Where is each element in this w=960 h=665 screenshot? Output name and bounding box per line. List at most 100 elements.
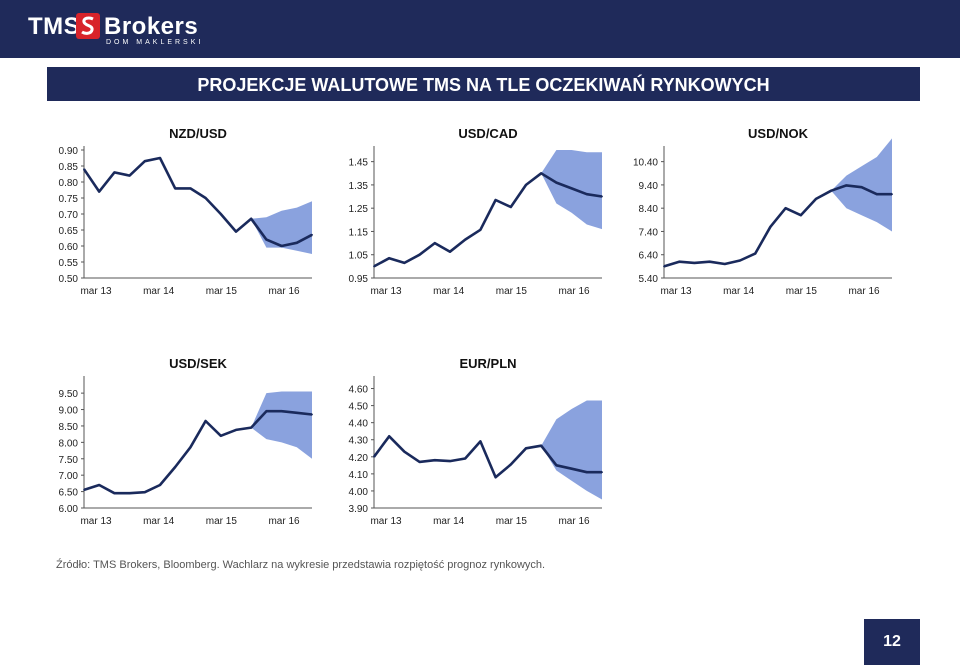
x-tick-label: mar 13 bbox=[370, 516, 402, 527]
data-point bbox=[540, 172, 543, 175]
data-point bbox=[250, 217, 253, 220]
data-point bbox=[449, 250, 451, 253]
data-point bbox=[494, 199, 497, 201]
y-tick-label: 6.50 bbox=[59, 488, 79, 499]
data-point bbox=[525, 447, 527, 450]
data-point bbox=[479, 228, 482, 231]
data-point bbox=[799, 214, 802, 217]
y-tick-label: 7.40 bbox=[639, 227, 659, 238]
data-point bbox=[875, 193, 878, 196]
data-point bbox=[601, 195, 603, 198]
data-point bbox=[845, 184, 848, 187]
x-tick-label: mar 14 bbox=[143, 516, 175, 527]
x-tick-label: mar 15 bbox=[206, 286, 238, 297]
y-tick-label: 0.60 bbox=[59, 242, 79, 253]
data-point bbox=[830, 189, 833, 192]
y-tick-label: 3.90 bbox=[349, 504, 369, 515]
y-tick-label: 4.60 bbox=[349, 385, 369, 396]
y-tick-label: 1.25 bbox=[349, 204, 369, 215]
data-point bbox=[373, 455, 375, 458]
y-tick-label: 4.30 bbox=[349, 436, 369, 447]
data-point bbox=[739, 259, 741, 262]
y-tick-label: 4.10 bbox=[349, 470, 369, 481]
forecast-range-band bbox=[251, 391, 312, 459]
data-point bbox=[509, 463, 512, 466]
data-point bbox=[295, 411, 298, 414]
x-tick-label: mar 15 bbox=[496, 516, 528, 527]
x-tick-label: mar 15 bbox=[496, 286, 528, 297]
logo-tms-text: TMS bbox=[28, 13, 81, 40]
data-point bbox=[464, 238, 467, 241]
data-point bbox=[403, 262, 406, 264]
data-point bbox=[815, 198, 817, 200]
data-point bbox=[159, 157, 161, 159]
y-tick-label: 5.40 bbox=[639, 274, 659, 285]
data-point bbox=[311, 413, 313, 416]
data-point bbox=[250, 426, 253, 429]
chart-usd-cad: USD/CAD 0.95 1.05 1.15 1.25 1.35 1.45 mar 13 mar… bbox=[349, 126, 603, 297]
x-tick-label: mar 14 bbox=[433, 516, 465, 527]
data-point bbox=[754, 252, 757, 255]
x-tick-label: mar 13 bbox=[80, 286, 112, 297]
chart-title: USD/SEK bbox=[169, 356, 227, 371]
y-tick-label: 10.40 bbox=[633, 158, 658, 169]
data-point bbox=[540, 444, 543, 447]
data-point bbox=[295, 241, 298, 244]
data-point bbox=[403, 450, 406, 453]
x-tick-label: mar 13 bbox=[370, 286, 402, 297]
data-point bbox=[235, 230, 237, 233]
x-tick-label: mar 14 bbox=[143, 286, 175, 297]
data-point bbox=[280, 410, 283, 413]
top-banner: TMS Brokers DOM MAKLERSKI bbox=[0, 0, 960, 58]
y-tick-label: 4.40 bbox=[349, 419, 369, 430]
data-point bbox=[693, 262, 696, 264]
series-line bbox=[82, 156, 313, 248]
x-tick-label: mar 14 bbox=[433, 286, 465, 297]
data-point bbox=[388, 257, 391, 260]
y-tick-label: 4.20 bbox=[349, 453, 369, 464]
data-point bbox=[555, 181, 558, 184]
x-tick-label: mar 16 bbox=[558, 516, 590, 527]
y-tick-label: 1.05 bbox=[349, 251, 369, 262]
data-point bbox=[174, 466, 177, 468]
x-tick-label: mar 15 bbox=[786, 286, 818, 297]
data-point bbox=[204, 197, 207, 199]
x-tick-label: mar 16 bbox=[268, 286, 300, 297]
data-point bbox=[479, 440, 482, 443]
page-number: 12 bbox=[883, 633, 901, 650]
source-note: Źródło: TMS Brokers, Bloomberg. Wachlarz… bbox=[56, 559, 546, 571]
forecast-range-band bbox=[541, 400, 602, 500]
data-point bbox=[265, 238, 268, 241]
data-point bbox=[219, 213, 222, 215]
x-tick-label: mar 13 bbox=[80, 516, 112, 527]
y-tick-label: 9.50 bbox=[59, 389, 79, 400]
y-tick-label: 8.00 bbox=[59, 438, 79, 449]
y-tick-label: 1.45 bbox=[349, 158, 369, 169]
y-tick-label: 8.50 bbox=[59, 422, 79, 433]
chart-title: USD/NOK bbox=[748, 126, 809, 141]
chart-title: USD/CAD bbox=[458, 126, 517, 141]
y-tick-label: 9.00 bbox=[59, 406, 79, 417]
series-line bbox=[663, 184, 892, 268]
data-point bbox=[494, 476, 497, 479]
y-tick-label: 4.50 bbox=[349, 402, 369, 413]
series-line bbox=[83, 409, 313, 495]
data-point bbox=[418, 461, 421, 463]
y-tick-label: 0.55 bbox=[59, 258, 79, 269]
data-point bbox=[113, 171, 116, 174]
data-point bbox=[708, 260, 711, 263]
data-point bbox=[265, 410, 268, 413]
x-tick-label: mar 15 bbox=[206, 516, 238, 527]
logo-subtitle: DOM MAKLERSKI bbox=[106, 39, 204, 46]
y-tick-label: 6.00 bbox=[59, 504, 79, 515]
data-point bbox=[678, 260, 681, 263]
chart-title: EUR/PLN bbox=[459, 356, 516, 371]
data-point bbox=[204, 420, 207, 422]
x-tick-label: mar 16 bbox=[558, 286, 590, 297]
y-tick-label: 4.00 bbox=[349, 487, 369, 498]
data-point bbox=[143, 160, 146, 163]
data-point bbox=[159, 484, 161, 486]
data-point bbox=[174, 187, 177, 190]
logo-brokers-text: Brokers bbox=[104, 13, 199, 40]
y-tick-label: 0.85 bbox=[59, 162, 79, 173]
